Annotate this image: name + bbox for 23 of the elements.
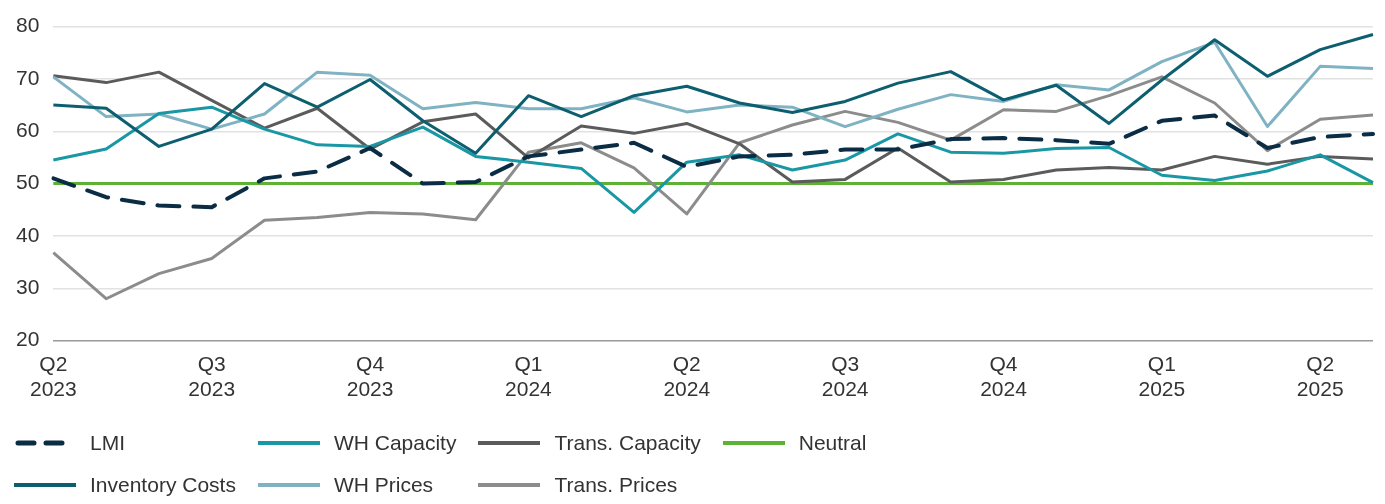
x-tick-label: Q2 2023 (30, 352, 77, 401)
y-tick-label: 50 (16, 170, 40, 194)
legend-label: Neutral (798, 431, 867, 455)
x-tick-label: Q4 2024 (980, 352, 1028, 401)
y-tick-label: 20 (16, 327, 40, 351)
x-tick-label: Q4 2023 (346, 352, 394, 401)
y-tick-label: 30 (16, 275, 40, 299)
legend-label: Trans. Capacity (554, 431, 701, 455)
legend-label: WH Prices (333, 473, 434, 497)
y-tick-label: 60 (16, 118, 40, 142)
x-tick-label: Q3 2024 (821, 352, 869, 401)
legend-label: Inventory Costs (90, 473, 236, 497)
x-tick-label: Q3 2023 (188, 352, 236, 401)
x-tick-label: Q2 2025 (1296, 352, 1344, 401)
x-tick-label: Q2 2024 (663, 352, 711, 401)
x-tick-label: Q1 2025 (1138, 352, 1186, 401)
y-tick-label: 40 (16, 222, 40, 246)
y-tick-label: 80 (16, 13, 40, 37)
y-tick-label: 70 (16, 65, 40, 89)
legend-label: Trans. Prices (554, 473, 678, 497)
legend-label: LMI (90, 431, 126, 455)
legend-label: WH Capacity (333, 431, 457, 455)
x-tick-label: Q1 2024 (505, 352, 553, 401)
